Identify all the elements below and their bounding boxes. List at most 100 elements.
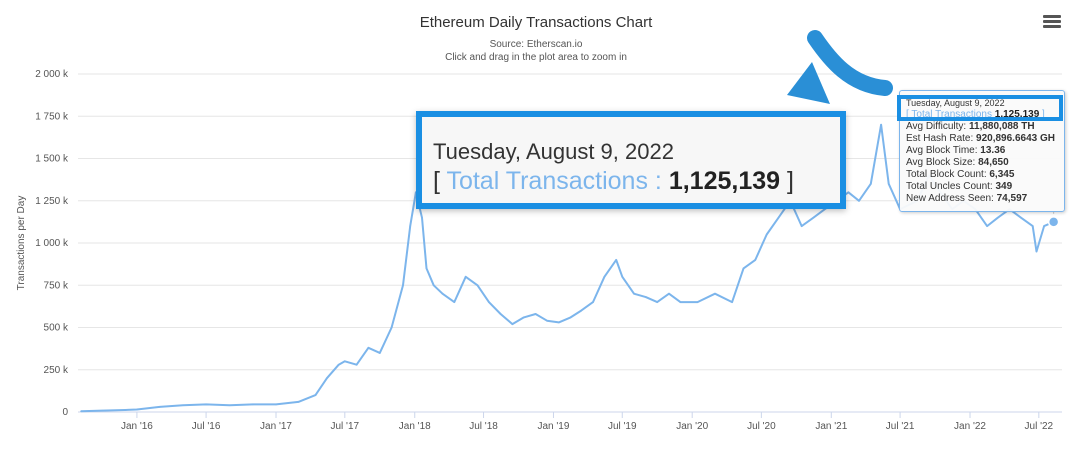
tooltip-row-label: Avg Block Time: [906,145,981,156]
data-point [731,301,733,303]
data-point [534,313,537,315]
data-point [80,410,82,412]
data-point [696,301,699,303]
hamburger-menu-icon[interactable] [1043,15,1061,31]
x-axis-ticks: Jan '16 Jul '16 Jan '17 Jul '17 Jan '18 Jul '… [121,412,1054,432]
data-point [765,233,768,236]
data-point [158,406,161,408]
data-point [592,301,594,303]
data-point [441,292,444,295]
data-point [996,216,999,219]
data-point [355,363,358,366]
y-tick-label: 750 k [44,280,69,291]
tooltip-row: New Address Seen: 74,597 [906,193,1064,205]
x-tick-label: Jan '18 [399,421,431,432]
data-point [402,284,404,287]
data-point [615,259,617,261]
x-tick-label: Jan '16 [121,421,153,432]
data-point [297,401,300,403]
data-point [546,319,548,322]
data-point [511,323,514,325]
data-point [1043,225,1045,227]
y-axis-title: Transactions per Day [16,196,27,291]
tooltip: Tuesday, August 9, 2022 [ Total Transact… [897,90,1065,212]
data-point [880,123,882,126]
zoom-bracket-close: ] [786,167,794,195]
data-point [378,352,381,354]
data-point [580,309,583,312]
data-point [432,284,435,287]
y-tick-label: 0 [62,407,68,418]
y-tick-label: 1 500 k [35,154,69,165]
data-point [337,363,340,366]
data-point [668,292,670,295]
x-tick-label: Jul '22 [1025,421,1054,432]
tooltip-row-label: Total Block Count: [906,169,990,180]
x-tick-label: Jan '22 [954,421,986,432]
chart-title: Ethereum Daily Transactions Chart [420,14,653,31]
data-point [656,301,659,303]
data-point [488,301,490,303]
data-point [887,183,890,185]
data-point [1035,250,1038,253]
data-point [476,284,479,287]
tooltip-rows: Avg Difficulty: 11,880,088 TH Est Hash Ra… [906,121,1064,205]
data-point [800,225,803,227]
tooltip-row: Avg Difficulty: 11,880,088 TH [906,121,1064,133]
zoom-bracket-open: [ [433,167,440,195]
x-tick-label: Jul '16 [192,421,221,432]
y-tick-label: 1 250 k [35,196,69,207]
tooltip-row-value: 84,650 [978,157,1009,168]
tooltip-row-value: 74,597 [996,193,1028,204]
x-tick-label: Jul '20 [747,421,776,432]
x-tick-label: Jul '17 [331,421,360,432]
tooltip-series-value: 1,125,139 [994,109,1040,120]
x-tick-label: Jan '19 [537,421,569,432]
tooltip-row-label: Avg Difficulty: [906,121,969,132]
tooltip-row-value: 6,345 [989,169,1015,180]
data-point [453,301,456,303]
zoom-date: Tuesday, August 9, 2022 [433,139,674,164]
data-point [326,377,328,380]
data-point [464,276,467,278]
y-tick-label: 1 000 k [35,238,69,249]
zoomed-tooltip-callout: Tuesday, August 9, 2022 [ Total Transact… [416,111,846,209]
data-point [812,216,815,219]
tooltip-series-row: [ Total Transactions 1,125,139 ] [906,109,1045,120]
data-point [847,191,850,194]
data-point [252,403,254,406]
data-point [205,403,207,406]
data-point [1031,225,1034,227]
data-point [714,292,716,295]
data-point [101,409,103,412]
callout-arrowhead [787,62,830,104]
data-point [425,267,428,270]
tooltip-row-label: New Address Seen: [906,193,997,204]
tooltip-row: Total Block Count: 6,345 [906,169,1064,181]
tooltip-row-label: Avg Block Size: [906,157,979,168]
tooltip-row-value: 13.36 [980,145,1006,156]
tooltip-row-value: 349 [995,181,1013,192]
data-point [182,404,184,407]
data-point [679,301,682,303]
y-tick-label: 500 k [44,323,69,334]
zoom-series-value: 1,125,139 [668,167,781,195]
tooltip-row: Est Hash Rate: 920,896.6643 GH [906,133,1064,145]
x-tick-label: Jan '21 [815,421,847,432]
data-point [858,199,860,202]
data-point [314,394,317,396]
data-point [557,321,560,324]
data-point [986,225,988,227]
chart-subtitle: Source: Etherscan.io [490,39,583,50]
data-point [390,326,393,329]
y-tick-label: 250 k [44,365,69,376]
tooltip-row: Avg Block Time: 13.36 [906,145,1064,157]
data-point [633,292,635,295]
data-point [645,296,647,298]
tooltip-series-label: Total Transactions [911,109,992,120]
data-point [523,316,525,319]
tooltip-row-label: Est Hash Rate: [906,133,977,144]
tooltip-row: Total Uncles Count: 349 [906,181,1064,193]
tooltip-row: Avg Block Size: 84,650 [906,157,1064,169]
